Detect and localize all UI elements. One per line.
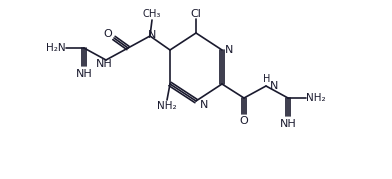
Text: H: H — [263, 74, 271, 84]
Text: NH: NH — [279, 119, 296, 129]
Text: N: N — [270, 81, 278, 91]
Text: CH₃: CH₃ — [143, 9, 161, 19]
Text: N: N — [225, 45, 233, 55]
Text: O: O — [103, 29, 113, 39]
Text: O: O — [240, 116, 249, 126]
Text: H₂N: H₂N — [46, 43, 66, 53]
Text: NH: NH — [76, 69, 93, 79]
Text: N: N — [200, 100, 208, 110]
Text: NH₂: NH₂ — [157, 101, 177, 111]
Text: Cl: Cl — [191, 9, 201, 19]
Text: N: N — [148, 30, 156, 40]
Text: NH: NH — [96, 59, 113, 69]
Text: NH₂: NH₂ — [306, 93, 326, 103]
